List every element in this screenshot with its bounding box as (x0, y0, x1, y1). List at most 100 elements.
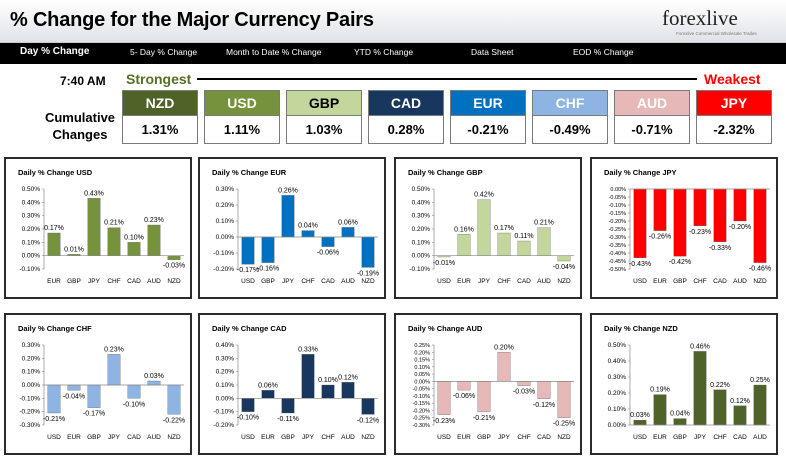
bar (673, 418, 687, 426)
currency-box-chf: CHF -0.49% (532, 90, 608, 144)
y-tick-label: 0.40% (22, 199, 41, 206)
y-tick-label: 0.00% (22, 253, 41, 260)
y-tick-label: 0.25% (414, 343, 430, 349)
data-label: -0.21% (43, 416, 65, 423)
bar (497, 232, 511, 256)
data-label: 0.17% (494, 225, 514, 232)
nav-month-to-date[interactable]: Month to Date % Change (226, 47, 322, 57)
category-label: CHF (497, 278, 510, 285)
currency-cumulative-value: 1.03% (286, 116, 362, 144)
bar (167, 255, 181, 260)
category-label: GBP (87, 434, 101, 441)
y-tick-label: 0.30% (608, 374, 627, 381)
bar (167, 384, 181, 415)
data-label: 0.22% (710, 382, 730, 389)
category-label: CAD (733, 434, 747, 441)
bar (107, 227, 121, 256)
bar (713, 188, 727, 242)
cad-bar-chart: Daily % Change CAD-0.20%-0.10%0.00%0.10%… (212, 324, 379, 441)
data-label: -0.21% (473, 415, 495, 422)
nav-5day-change[interactable]: 5- Day % Change (130, 47, 198, 57)
category-label: GBP (281, 434, 295, 441)
y-tick-label: 0.40% (216, 342, 235, 349)
eur-bar-chart: Daily % Change EUR -0.20% -0.10% 0.00% 0.10%… (212, 168, 379, 285)
category-label: EUR (653, 434, 667, 441)
data-label: 0.43% (84, 190, 104, 197)
currency-cumulative-value: 0.28% (368, 116, 444, 144)
y-tick-label: 0.50% (608, 342, 627, 349)
nav-data-sheet[interactable]: Data Sheet (471, 47, 514, 57)
header-band: % Change for the Major Currency Pairs fo… (0, 0, 786, 43)
category-label: NZD (167, 434, 181, 441)
category-label: AUD (147, 434, 161, 441)
chart-panel-chf: Daily % Change CHF -0.30% -0.20% -0.10% 0.00… (4, 313, 192, 455)
category-label: CHF (693, 278, 706, 285)
data-label: 0.19% (650, 387, 670, 394)
bar (753, 188, 767, 263)
y-tick-label: 0.40% (412, 199, 431, 206)
data-label: -0.17% (83, 411, 105, 418)
nav-ytd-change[interactable]: YTD % Change (354, 47, 414, 57)
y-tick-label: 0.10% (608, 406, 627, 413)
data-label: -0.43% (629, 261, 651, 268)
currency-code: EUR (450, 90, 526, 116)
category-label: NZD (557, 434, 571, 441)
y-tick-label: 0.00% (610, 187, 626, 193)
currency-box-nzd: NZD 1.31% (122, 90, 198, 144)
data-label: 0.26% (278, 187, 298, 194)
bar (261, 236, 275, 263)
y-tick-label: 0.15% (414, 358, 430, 364)
bar (261, 390, 275, 399)
data-label: -0.10% (237, 415, 259, 422)
bar (127, 384, 141, 399)
y-tick-label: -0.10% (213, 250, 234, 257)
y-tick-label: -0.20% (609, 219, 627, 225)
data-label: -0.19% (357, 270, 379, 277)
y-tick-label: -0.05% (609, 195, 627, 201)
currency-code: NZD (122, 90, 198, 116)
bar (67, 384, 81, 391)
strongest-label: Strongest (126, 71, 192, 87)
data-label: -0.10% (123, 401, 145, 408)
logo-wordmark: forexlive (662, 6, 738, 30)
chart-title: Daily % Change AUD (408, 324, 483, 333)
nav-eod-change[interactable]: EOD % Change (573, 47, 634, 57)
y-tick-label: 0.20% (216, 369, 235, 376)
data-label: 0.21% (534, 220, 554, 227)
data-label: 0.17% (44, 225, 64, 232)
y-tick-label: 0.00% (216, 395, 235, 402)
category-label: CAD (713, 278, 727, 285)
data-label: 0.46% (690, 343, 710, 350)
bar (361, 236, 375, 268)
data-label: 0.10% (318, 377, 338, 384)
data-label: 0.10% (124, 234, 144, 241)
category-label: AUD (753, 434, 767, 441)
data-label: 0.04% (670, 411, 690, 418)
page-title: % Change for the Major Currency Pairs (10, 9, 374, 31)
y-tick-label: -0.25% (609, 227, 627, 233)
strength-arrow-line (197, 78, 697, 80)
currency-box-jpy: JPY -2.32% (696, 90, 772, 144)
chart-panel-nzd: Daily % Change NZD 0.00% 0.10% 0.20% 0.30% 0.… (590, 313, 778, 455)
y-tick-label: -0.40% (609, 251, 627, 257)
chart-panel-jpy: Daily % Change JPY -0.50% -0.45% -0.40% -0.3… (590, 157, 778, 299)
bar (341, 227, 355, 238)
data-label: 0.11% (514, 233, 533, 240)
data-label: 0.21% (104, 220, 124, 227)
bar (47, 384, 61, 414)
y-tick-label: 0.20% (414, 350, 430, 356)
jpy-bar-chart: Daily % Change JPY -0.50% -0.45% -0.40% -0.3… (604, 168, 771, 285)
y-tick-label: 0.10% (216, 382, 235, 389)
y-tick-label: 0.30% (216, 355, 235, 362)
bar (517, 381, 531, 386)
forexlive-logo[interactable]: forexlive Forexlive Commercial Wholesale… (662, 6, 772, 38)
y-tick-label: 0.00% (414, 379, 430, 385)
nav-day-change[interactable]: Day % Change (20, 46, 90, 57)
y-tick-label: -0.45% (609, 259, 627, 265)
data-label: 0.33% (298, 346, 318, 353)
currency-code: CAD (368, 90, 444, 116)
bar (107, 354, 121, 386)
data-label: -0.16% (257, 266, 279, 273)
bar (477, 199, 491, 256)
category-label: CHF (321, 434, 334, 441)
